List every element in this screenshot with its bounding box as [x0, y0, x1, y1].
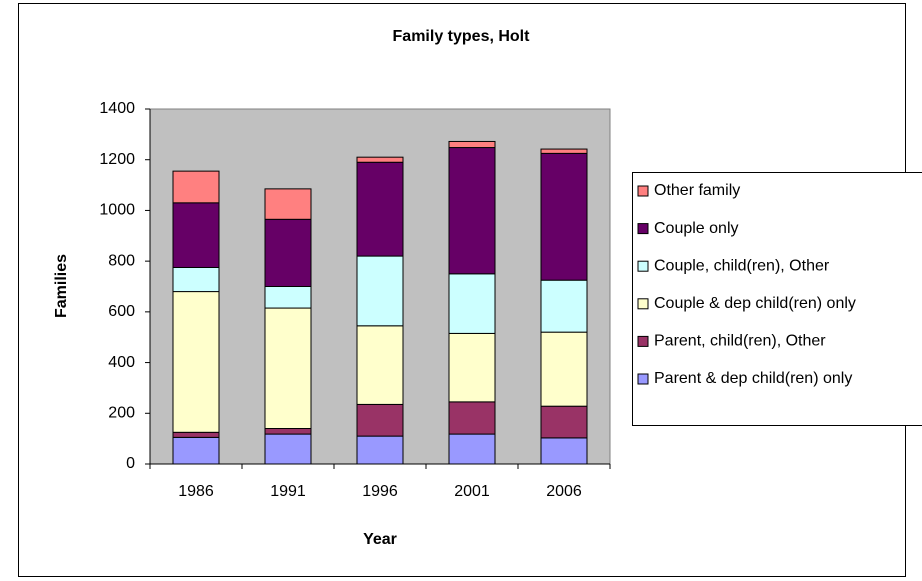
legend-label: Parent, child(ren), Other: [654, 333, 826, 350]
legend-swatch: [637, 260, 649, 272]
x-tick-label: 1986: [178, 483, 214, 500]
bar-segment: [540, 437, 588, 465]
y-tick-label: 200: [108, 405, 135, 422]
chart-title: Family types, Holt: [393, 28, 531, 45]
legend-swatch: [637, 335, 649, 347]
y-tick-label: 600: [108, 303, 135, 320]
bar-segment: [540, 148, 588, 154]
x-tick-label: 1996: [362, 483, 398, 500]
y-tick-label: 400: [108, 354, 135, 371]
y-tick-label: 800: [108, 252, 135, 269]
bar-segment: [448, 273, 496, 334]
y-tick-label: 0: [126, 455, 135, 472]
bar-segment: [264, 286, 312, 309]
bar-segment: [172, 431, 220, 438]
legend-label: Couple, child(ren), Other: [654, 257, 830, 274]
bar-segment: [448, 140, 496, 149]
bar-segment: [540, 279, 588, 333]
legend-swatch: [637, 373, 649, 385]
x-tick-label: 1991: [270, 483, 306, 500]
bar-segment: [172, 266, 220, 293]
bar-segment: [540, 152, 588, 281]
legend-swatch: [637, 185, 649, 197]
bar-segment: [448, 147, 496, 275]
legend-label: Couple only: [654, 220, 739, 237]
legend-label: Couple & dep child(ren) only: [654, 295, 856, 312]
y-tick-label: 1000: [99, 202, 135, 219]
bar-segment: [448, 433, 496, 465]
bar-segment: [356, 255, 404, 327]
bar-segment: [540, 405, 588, 439]
y-tick-label: 1200: [99, 151, 135, 168]
bar-segment: [356, 325, 404, 405]
bar-segment: [264, 188, 312, 220]
legend: [632, 172, 922, 426]
legend-label: Parent & dep child(ren) only: [654, 370, 852, 387]
bar-segment: [172, 170, 220, 204]
bar-segment: [264, 428, 312, 435]
bar-segment: [172, 436, 220, 465]
bar-segment: [540, 331, 588, 407]
bar-segment: [172, 202, 220, 268]
bar-segment: [356, 161, 404, 257]
bar-segment: [172, 291, 220, 433]
bar-segment: [356, 403, 404, 437]
y-axis-title: Families: [53, 254, 70, 318]
bar-segment: [356, 435, 404, 465]
bar-segment: [448, 401, 496, 435]
bar-segment: [264, 307, 312, 429]
x-tick-label: 2001: [454, 483, 490, 500]
y-tick-label: 1400: [99, 100, 135, 117]
x-axis-title: Year: [363, 531, 397, 548]
legend-label: Other family: [654, 182, 740, 199]
legend-swatch: [637, 223, 649, 235]
bar-segment: [264, 218, 312, 287]
bar-segment: [356, 156, 404, 163]
x-tick-label: 2006: [546, 483, 582, 500]
legend-swatch: [637, 298, 649, 310]
bar-segment: [448, 332, 496, 403]
bar-segment: [264, 433, 312, 465]
